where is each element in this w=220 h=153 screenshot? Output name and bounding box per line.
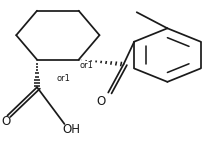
Text: OH: OH xyxy=(62,123,80,136)
Text: or1: or1 xyxy=(79,61,93,69)
Text: O: O xyxy=(96,95,105,108)
Text: O: O xyxy=(1,115,10,128)
Text: or1: or1 xyxy=(56,74,70,82)
